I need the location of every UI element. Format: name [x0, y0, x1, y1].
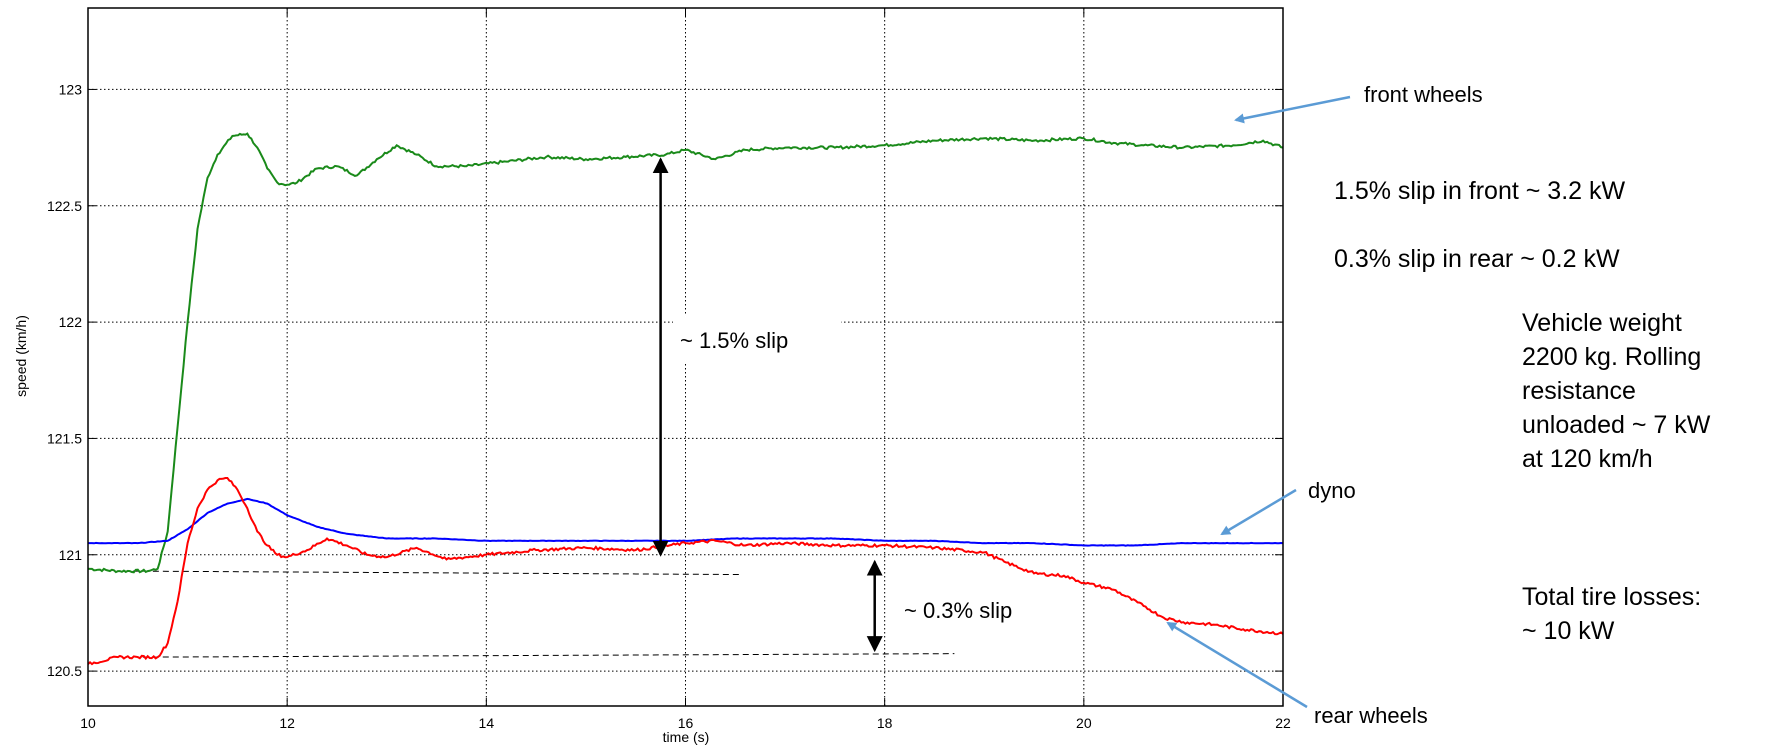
- x-tick-label: 14: [479, 715, 495, 731]
- y-axis-label: speed (km/h): [13, 315, 29, 397]
- front-wheels-label: front wheels: [1364, 82, 1483, 107]
- x-tick-label: 12: [279, 715, 295, 731]
- x-tick-label: 22: [1275, 715, 1291, 731]
- vehicle-note-line: 2200 kg. Rolling: [1522, 340, 1772, 374]
- vehicle-note-line: at 120 km/h: [1522, 442, 1772, 476]
- total-losses-note: Total tire losses: ~ 10 kW: [1522, 580, 1772, 648]
- x-axis-label: time (s): [663, 729, 710, 745]
- vehicle-note-line: Vehicle weight: [1522, 306, 1772, 340]
- y-tick-label: 121.5: [47, 430, 82, 446]
- y-tick-label: 123: [59, 81, 83, 97]
- y-tick-label: 120.5: [47, 663, 82, 679]
- x-tick-label: 18: [877, 715, 893, 731]
- rear-slip-note: 0.3% slip in rear ~ 0.2 kW: [1334, 242, 1620, 276]
- x-tick-label: 10: [80, 715, 96, 731]
- total-note-line: ~ 10 kW: [1522, 614, 1772, 648]
- y-tick-label: 122.5: [47, 198, 82, 214]
- x-tick-label: 20: [1076, 715, 1092, 731]
- vehicle-note-line: resistance: [1522, 374, 1772, 408]
- front-slip-label: ~ 1.5% slip: [680, 328, 788, 353]
- rear-slip-label: ~ 0.3% slip: [904, 598, 1012, 623]
- rear-wheels-label: rear wheels: [1314, 703, 1428, 728]
- y-tick-label: 122: [59, 314, 83, 330]
- front-slip-note: 1.5% slip in front ~ 3.2 kW: [1334, 174, 1625, 208]
- total-note-line: Total tire losses:: [1522, 580, 1772, 614]
- vehicle-note-line: unloaded ~ 7 kW: [1522, 408, 1772, 442]
- dyno-label: dyno: [1308, 478, 1356, 503]
- y-tick-label: 121: [59, 547, 83, 563]
- vehicle-note: Vehicle weight 2200 kg. Rolling resistan…: [1522, 306, 1772, 476]
